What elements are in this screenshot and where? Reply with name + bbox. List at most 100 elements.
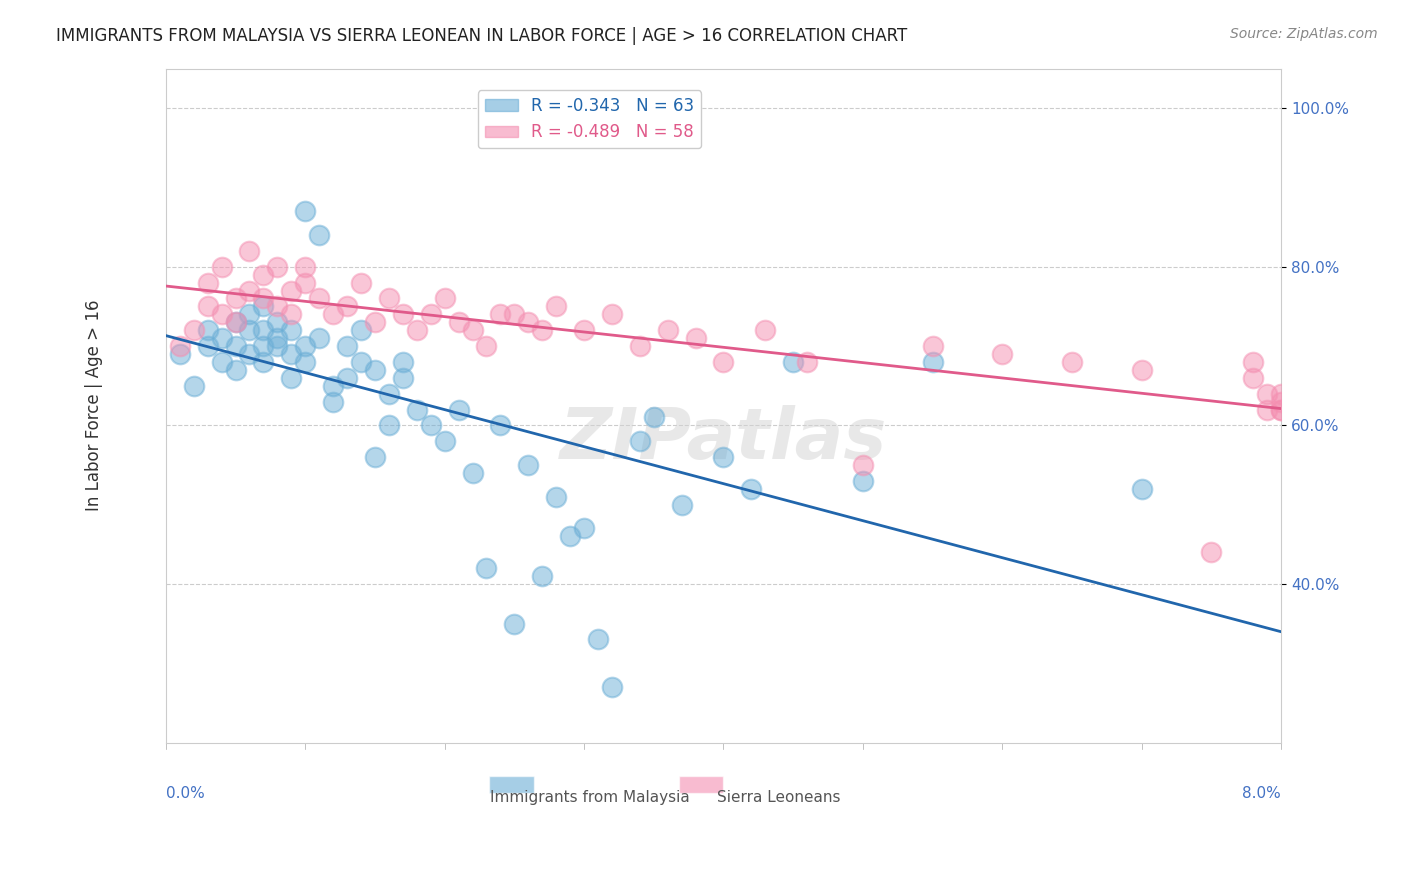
- Point: [685, 331, 707, 345]
- Text: Sierra Leoneans: Sierra Leoneans: [717, 789, 841, 805]
- Point: [364, 315, 387, 329]
- Point: [1201, 545, 1223, 559]
- Point: [461, 323, 484, 337]
- Point: [1241, 355, 1264, 369]
- Point: [225, 292, 247, 306]
- Point: [517, 315, 540, 329]
- Point: [225, 339, 247, 353]
- Point: [336, 339, 359, 353]
- Point: [197, 276, 219, 290]
- Point: [294, 260, 316, 274]
- Point: [238, 307, 260, 321]
- Point: [364, 450, 387, 464]
- Point: [294, 355, 316, 369]
- Point: [391, 355, 413, 369]
- Point: [238, 347, 260, 361]
- Point: [447, 315, 470, 329]
- Point: [1270, 402, 1292, 417]
- Point: [350, 323, 373, 337]
- Point: [294, 276, 316, 290]
- Text: Source: ZipAtlas.com: Source: ZipAtlas.com: [1230, 27, 1378, 41]
- Point: [266, 331, 288, 345]
- Legend: R = -0.343   N = 63, R = -0.489   N = 58: R = -0.343 N = 63, R = -0.489 N = 58: [478, 90, 702, 148]
- Point: [489, 307, 512, 321]
- Point: [183, 323, 205, 337]
- Point: [169, 339, 191, 353]
- Point: [517, 458, 540, 472]
- Point: [713, 355, 735, 369]
- Point: [546, 300, 568, 314]
- Point: [852, 458, 875, 472]
- Point: [308, 331, 330, 345]
- Point: [991, 347, 1014, 361]
- Text: Immigrants from Malaysia: Immigrants from Malaysia: [489, 789, 689, 805]
- Point: [503, 307, 526, 321]
- Point: [671, 498, 693, 512]
- Point: [600, 307, 623, 321]
- Point: [280, 323, 302, 337]
- Point: [419, 418, 441, 433]
- Point: [225, 315, 247, 329]
- Point: [754, 323, 776, 337]
- Text: 8.0%: 8.0%: [1243, 786, 1281, 801]
- Point: [280, 284, 302, 298]
- Text: ZIPatlas: ZIPatlas: [560, 405, 887, 474]
- Point: [197, 323, 219, 337]
- Point: [280, 371, 302, 385]
- Point: [183, 378, 205, 392]
- Point: [169, 347, 191, 361]
- Point: [1130, 482, 1153, 496]
- Point: [336, 300, 359, 314]
- Point: [1270, 402, 1292, 417]
- Point: [740, 482, 762, 496]
- Point: [657, 323, 679, 337]
- Point: [1270, 386, 1292, 401]
- Point: [238, 284, 260, 298]
- Point: [238, 323, 260, 337]
- Point: [294, 204, 316, 219]
- Text: 0.0%: 0.0%: [166, 786, 204, 801]
- Y-axis label: In Labor Force | Age > 16: In Labor Force | Age > 16: [86, 300, 103, 511]
- Point: [600, 680, 623, 694]
- Point: [378, 292, 401, 306]
- Point: [405, 402, 427, 417]
- Point: [796, 355, 818, 369]
- Point: [475, 561, 498, 575]
- Point: [586, 632, 609, 647]
- Point: [280, 307, 302, 321]
- Point: [1256, 402, 1278, 417]
- Point: [713, 450, 735, 464]
- Point: [531, 569, 554, 583]
- Point: [1060, 355, 1083, 369]
- Point: [643, 410, 665, 425]
- Point: [266, 315, 288, 329]
- Point: [252, 292, 274, 306]
- Point: [252, 300, 274, 314]
- Point: [447, 402, 470, 417]
- Point: [391, 307, 413, 321]
- Point: [419, 307, 441, 321]
- Point: [322, 378, 344, 392]
- Point: [197, 339, 219, 353]
- Point: [252, 339, 274, 353]
- Point: [433, 434, 456, 449]
- Point: [266, 260, 288, 274]
- Point: [197, 300, 219, 314]
- Point: [405, 323, 427, 337]
- Point: [266, 300, 288, 314]
- Point: [225, 315, 247, 329]
- Point: [531, 323, 554, 337]
- Point: [572, 521, 595, 535]
- Point: [378, 386, 401, 401]
- Point: [503, 616, 526, 631]
- Point: [921, 355, 943, 369]
- Point: [475, 339, 498, 353]
- Point: [1256, 386, 1278, 401]
- Point: [238, 244, 260, 258]
- Point: [252, 323, 274, 337]
- Point: [294, 339, 316, 353]
- Point: [391, 371, 413, 385]
- Point: [225, 363, 247, 377]
- Point: [489, 418, 512, 433]
- Point: [252, 268, 274, 282]
